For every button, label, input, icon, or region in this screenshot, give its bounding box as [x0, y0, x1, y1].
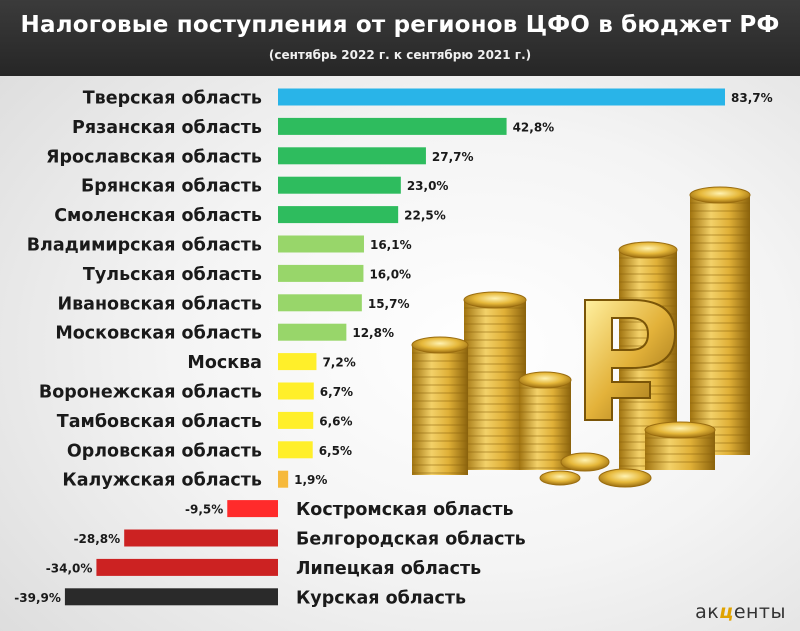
- logo-accent-letter: ц: [719, 601, 734, 623]
- chart-title: Налоговые поступления от регионов ЦФО в …: [20, 12, 780, 38]
- bar: [278, 294, 362, 312]
- bar: [278, 88, 725, 106]
- data-label: 83,7%: [731, 91, 773, 105]
- category-label: Белгородская область: [296, 530, 526, 550]
- category-label: Ярославская область: [46, 147, 262, 167]
- data-label: 1,9%: [294, 473, 327, 487]
- logo-text-start: ак: [695, 601, 720, 623]
- bar: [278, 441, 313, 459]
- category-label: Калужская область: [62, 471, 262, 491]
- category-label: Орловская область: [67, 441, 262, 461]
- bar: [124, 529, 279, 547]
- data-label: -9,5%: [185, 503, 223, 517]
- data-label: 6,5%: [319, 444, 352, 458]
- akcenty-logo: акценты: [695, 601, 786, 623]
- coin-stack: [411, 336, 469, 475]
- chart-subtitle: (сентябрь 2022 г. к сентябрю 2021 г.): [268, 48, 532, 62]
- data-label: 22,5%: [404, 209, 446, 223]
- bar: [278, 147, 426, 165]
- category-label: Рязанская область: [72, 118, 262, 138]
- data-label: 6,7%: [320, 385, 353, 399]
- logo-text-end: енты: [733, 601, 786, 623]
- category-label: Брянская область: [81, 177, 262, 197]
- bar: [278, 323, 347, 341]
- data-label: -28,8%: [74, 532, 121, 546]
- bar: [278, 353, 317, 371]
- loose-coin: [539, 470, 581, 486]
- chart-header: Налоговые поступления от регионов ЦФО в …: [0, 0, 800, 76]
- category-label: Костромская область: [296, 500, 514, 520]
- bar: [278, 264, 364, 282]
- bar: [278, 176, 401, 194]
- ruble-sign-icon: [584, 299, 677, 421]
- bar: [64, 588, 279, 606]
- coin-stack: [689, 186, 751, 455]
- coin-stack: [644, 421, 716, 470]
- category-label: Тульская область: [83, 265, 262, 285]
- coins-illustration: [411, 186, 751, 488]
- category-label: Ивановская область: [57, 294, 262, 314]
- category-label: Тамбовская область: [57, 412, 262, 432]
- data-label: 16,1%: [370, 238, 412, 252]
- data-label: -39,9%: [14, 591, 61, 605]
- category-label: Смоленская область: [54, 206, 262, 226]
- bar: [278, 411, 314, 429]
- category-label: Воронежская область: [39, 383, 262, 403]
- bar: [278, 206, 399, 224]
- category-label: Московская область: [55, 324, 262, 344]
- coin-stack: [518, 371, 572, 470]
- bar: [227, 500, 278, 518]
- bar: [278, 382, 314, 400]
- bar: [96, 558, 278, 576]
- bar: [278, 117, 507, 135]
- category-label: Липецкая область: [296, 559, 481, 579]
- data-label: 27,7%: [432, 150, 474, 164]
- category-label: Тверская область: [83, 89, 262, 109]
- category-label: Курская область: [296, 588, 466, 608]
- loose-coin: [598, 468, 652, 488]
- category-label: Москва: [187, 353, 262, 373]
- data-label: 23,0%: [407, 179, 449, 193]
- data-label: 7,2%: [322, 356, 355, 370]
- bar: [278, 235, 364, 253]
- bar: [278, 470, 289, 488]
- data-label: 16,0%: [369, 267, 411, 281]
- data-label: 12,8%: [352, 326, 394, 340]
- coin-stack: [463, 291, 527, 470]
- category-label: Владимирская область: [27, 236, 262, 256]
- data-label: -34,0%: [46, 561, 93, 575]
- data-label: 6,6%: [319, 414, 352, 428]
- data-label: 42,8%: [513, 120, 555, 134]
- loose-coin: [560, 452, 610, 472]
- data-label: 15,7%: [368, 297, 410, 311]
